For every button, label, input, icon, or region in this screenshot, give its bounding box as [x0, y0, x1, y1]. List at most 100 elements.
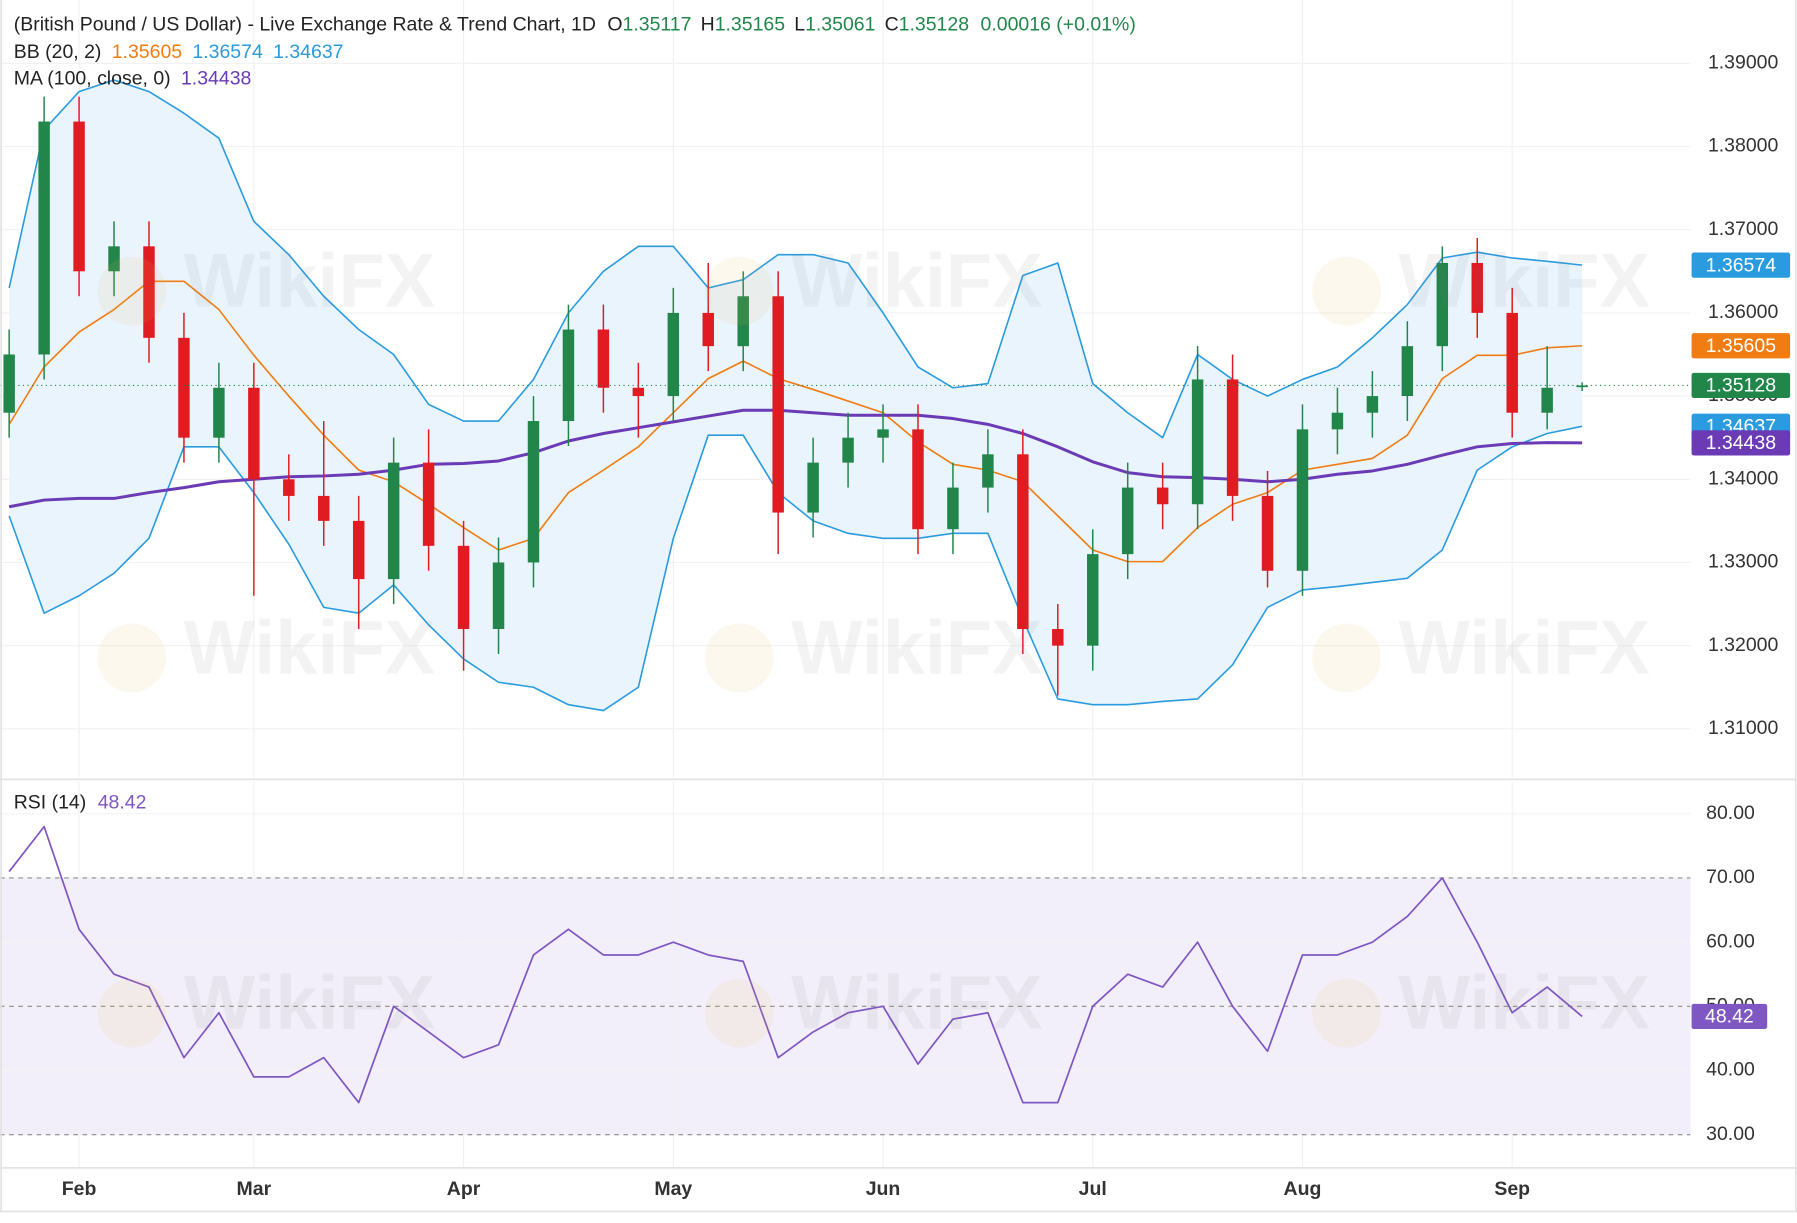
price-badge	[1691, 333, 1791, 359]
plot-layer	[0, 79, 1691, 1104]
watermark: WikiFX	[1399, 962, 1650, 1046]
candle-body	[527, 421, 540, 563]
candle-body	[842, 437, 854, 463]
indicator-legend: MA (100, close, 0) 1.34438	[14, 68, 252, 90]
candle-body	[1506, 312, 1518, 413]
price-badge-label: 1.35605	[1706, 335, 1777, 357]
y-tick-label: 1.38000	[1708, 135, 1779, 157]
candle-body	[1436, 262, 1449, 347]
indicator-value: 1.35605	[112, 41, 183, 63]
candle-body	[667, 312, 680, 397]
candle-body	[352, 520, 365, 580]
indicator-value: 1.36574	[192, 41, 263, 63]
candle-body	[877, 429, 889, 438]
watermark: WikiFX	[184, 962, 435, 1046]
indicator-value: 48.42	[98, 792, 147, 814]
candle-body	[3, 354, 15, 413]
bb-fill	[9, 79, 1583, 711]
chart-title: (British Pound / US Dollar) - Live Excha…	[14, 13, 596, 35]
watermark: WikiFX	[1399, 606, 1650, 690]
candle-body	[213, 387, 225, 438]
candle-body	[283, 479, 295, 496]
candle-body	[1191, 379, 1204, 505]
candle-body	[737, 296, 749, 347]
x-tick-label: Mar	[237, 1178, 272, 1200]
indicator-name: MA (100, close, 0)	[14, 68, 171, 90]
ohlc-label: C	[885, 13, 899, 35]
indicator-name: BB (20, 2)	[14, 41, 102, 63]
chart-header: (British Pound / US Dollar) - Live Excha…	[14, 13, 1136, 35]
y-tick-label: 1.31000	[1708, 717, 1779, 739]
candle-body	[982, 454, 994, 488]
candle-body	[1366, 396, 1379, 413]
x-tick-label: Jun	[866, 1178, 901, 1200]
candle-body	[1226, 379, 1239, 496]
candle-body	[143, 246, 155, 338]
y-tick-label: 1.36000	[1708, 301, 1779, 323]
watermark-logo	[704, 623, 774, 693]
candle-body	[492, 562, 505, 630]
candle-body	[772, 296, 784, 513]
price-badge-label: 1.34438	[1706, 432, 1776, 454]
y-tick-label: 1.39000	[1708, 51, 1779, 73]
y-tick-label: 30.00	[1706, 1123, 1755, 1145]
indicator-value: 1.34438	[181, 68, 251, 90]
candle-body	[1576, 385, 1588, 388]
candle-body	[1401, 346, 1414, 397]
x-tick-label: Aug	[1284, 1178, 1322, 1200]
rsi-badge	[1691, 1003, 1768, 1030]
x-tick-label: Sep	[1494, 1178, 1530, 1200]
candle-body	[947, 487, 959, 530]
candle-body	[1052, 629, 1064, 646]
y-tick-label: 1.34000	[1708, 467, 1779, 489]
candle-body	[597, 329, 610, 388]
ma-line	[8, 408, 1583, 509]
y-tick-label: 1.37000	[1708, 218, 1779, 240]
watermark: WikiFX	[791, 962, 1042, 1046]
candle-body	[387, 462, 400, 580]
x-tick-label: May	[654, 1178, 692, 1200]
candle-body	[702, 312, 714, 347]
price-badge	[1691, 430, 1791, 456]
ohlc-label: O	[607, 13, 622, 35]
bb-line	[8, 280, 1583, 563]
ohlc-value: 1.35165	[715, 13, 786, 35]
candle-body	[632, 387, 645, 397]
y-tick-label: 60.00	[1706, 930, 1755, 952]
indicator-legend: BB (20, 2) 1.35605 1.36574 1.34637	[14, 41, 344, 63]
watermark: WikiFX	[184, 240, 435, 324]
watermark-logo	[1312, 978, 1381, 1048]
watermark-logo	[1312, 256, 1381, 326]
ohlc-label: H	[701, 13, 715, 35]
y-tick-label: 1.33000	[1708, 551, 1779, 573]
candle-body	[1121, 487, 1134, 555]
x-tick-label: Apr	[447, 1178, 481, 1200]
watermark: WikiFX	[791, 606, 1042, 690]
candle-body	[73, 121, 85, 272]
bb-line	[8, 425, 1583, 712]
candle-body	[1017, 454, 1029, 630]
rsi-line	[8, 825, 1583, 1104]
candle-body	[108, 246, 120, 272]
candle-body	[457, 545, 470, 630]
y-tick-label: 70.00	[1706, 866, 1755, 888]
indicator-name: RSI (14)	[14, 792, 87, 814]
candle-body	[1087, 554, 1099, 646]
candle-body	[178, 337, 190, 438]
candle-body	[1296, 429, 1309, 571]
price-badge	[1691, 372, 1791, 399]
y-tick-label: 1.32000	[1708, 634, 1779, 656]
y-tick-label: 40.00	[1706, 1059, 1755, 1081]
watermark: WikiFX	[1399, 240, 1650, 324]
ohlc-value: 1.35061	[805, 13, 875, 35]
candle-body	[1471, 262, 1483, 313]
x-tick-label: Feb	[62, 1178, 97, 1200]
candle-body	[1261, 495, 1274, 571]
watermark-logo	[97, 978, 167, 1048]
watermark: WikiFX	[791, 240, 1042, 324]
watermark-logo	[97, 623, 167, 693]
overlay-layer: WikiFX WikiFX WikiFX WikiFX WikiFX WikiFX Wiki…	[14, 13, 1791, 1200]
watermark-logo	[97, 256, 167, 326]
